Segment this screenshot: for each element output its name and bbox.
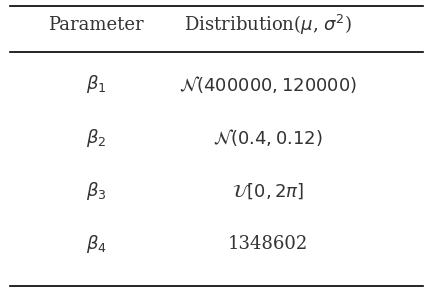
Text: $\beta_4$: $\beta_4$ — [86, 233, 107, 255]
Text: $\beta_3$: $\beta_3$ — [86, 180, 106, 202]
Text: $\mathcal{N}(0.4, 0.12)$: $\mathcal{N}(0.4, 0.12)$ — [213, 127, 323, 148]
Text: Parameter: Parameter — [48, 16, 144, 34]
Text: $\mathcal{U}[0, 2\pi]$: $\mathcal{U}[0, 2\pi]$ — [232, 181, 304, 201]
Text: 1348602: 1348602 — [228, 235, 308, 253]
Text: Distribution($\mu$, $\sigma^2$): Distribution($\mu$, $\sigma^2$) — [184, 13, 352, 37]
Text: $\beta_2$: $\beta_2$ — [86, 127, 106, 149]
Text: $\mathcal{N}(400000, 120000)$: $\mathcal{N}(400000, 120000)$ — [179, 74, 357, 95]
Text: $\beta_1$: $\beta_1$ — [86, 73, 106, 95]
